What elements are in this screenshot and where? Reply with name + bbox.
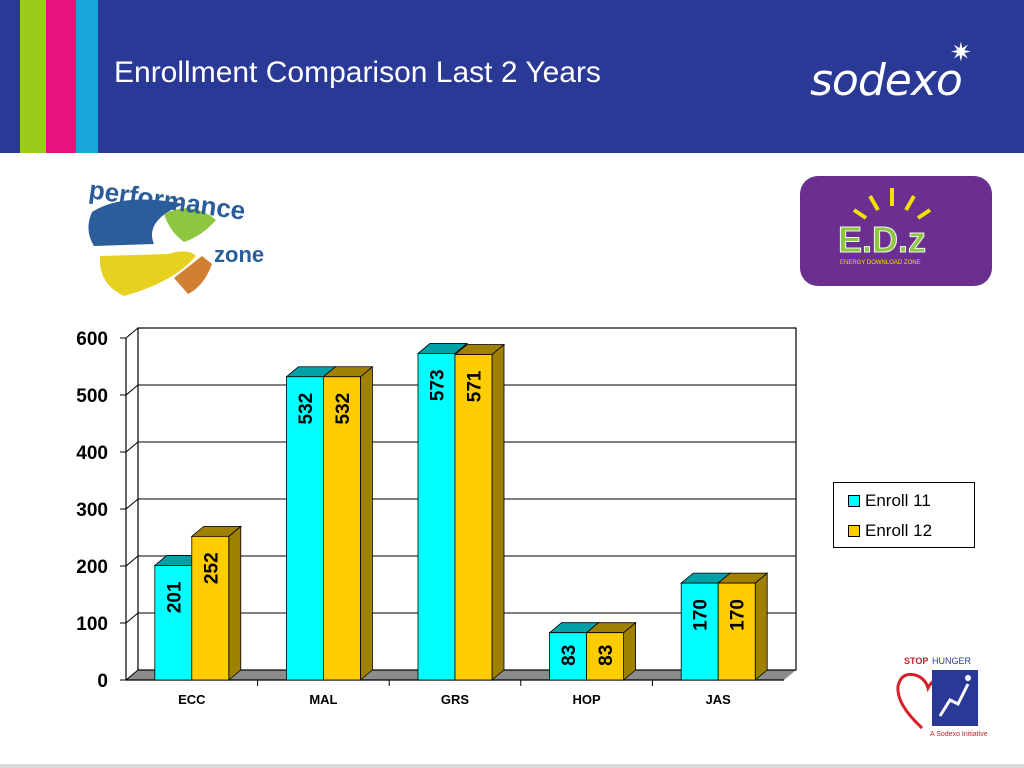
hunger-text: HUNGER: [932, 656, 972, 666]
x-tick-label: ECC: [178, 692, 206, 707]
y-tick-label: 300: [76, 500, 108, 521]
legend-item-enroll-12: Enroll 12: [848, 521, 932, 541]
x-tick-label: HOP: [573, 692, 602, 707]
y-tick-label: 400: [76, 443, 108, 464]
data-label: 573: [428, 369, 449, 401]
bar-ecc-1: [191, 535, 230, 681]
bar-hop-1: [586, 632, 624, 681]
data-label: 532: [333, 393, 354, 425]
gridline-depth-100: [125, 612, 139, 624]
data-label: 532: [296, 393, 317, 425]
bar-grs-0: [417, 352, 456, 681]
gridline-depth-300: [125, 498, 139, 510]
page-title: Enrollment Comparison Last 2 Years: [114, 56, 601, 89]
stripe-magenta: [46, 0, 76, 153]
bar-side: [754, 572, 768, 681]
stripe-cyan: [76, 0, 98, 153]
gridline-depth-200: [125, 555, 139, 567]
bar-ecc-0: [154, 565, 193, 681]
bar-jas-1: [717, 582, 756, 681]
x-tick-label: JAS: [706, 692, 732, 707]
sodexo-logo: sodexo: [810, 55, 963, 106]
sodexo-initiative-text: A Sodexo Initiative: [930, 731, 988, 738]
bar-mal-1: [322, 376, 361, 681]
performance-zone-logo: performance zone: [87, 174, 264, 296]
data-label: 252: [201, 552, 222, 584]
legend-label-enroll-12: Enroll 12: [865, 521, 933, 540]
bar-grs-1: [454, 354, 493, 681]
gridline-depth-500: [125, 384, 139, 396]
enrollment-bar-chart: 0 100 200 300 400 500 600 201 252 ECC 532 532 MAL 573…: [76, 327, 797, 707]
energy-download-zone-logo: E.D.z ENERGY DOWNLOAD ZONE: [800, 176, 992, 286]
y-tick-label: 600: [76, 329, 108, 350]
bar-jas-0: [680, 582, 719, 681]
y-tick-label: 200: [76, 557, 108, 578]
data-label: 170: [728, 599, 749, 631]
legend-swatch-enroll-11: [848, 495, 860, 507]
bar-mal-0: [285, 376, 324, 681]
y-tick-label: 500: [76, 386, 108, 407]
data-label: 201: [164, 581, 185, 613]
stop-text: STOP: [904, 656, 928, 666]
data-label: 83: [559, 645, 580, 666]
bottom-divider: [0, 764, 1024, 768]
legend-swatch-enroll-12: [848, 525, 860, 537]
stripe-lime: [20, 0, 46, 153]
data-label: 83: [596, 645, 617, 666]
bar-side: [491, 343, 505, 681]
data-label: 571: [465, 370, 486, 402]
bar-side: [228, 525, 242, 681]
y-tick-label: 100: [76, 614, 108, 635]
y-tick-label: 0: [97, 671, 108, 692]
chart-legend: Enroll 11 Enroll 12: [833, 482, 975, 548]
gridline-depth-0: [125, 669, 139, 681]
edz-main-text: E.D.z: [838, 219, 926, 260]
zone-text: zone: [214, 242, 264, 267]
legend-label-enroll-11: Enroll 11: [865, 491, 931, 510]
x-tick-label: GRS: [441, 692, 470, 707]
gridline-depth-600: [125, 327, 139, 339]
legend-item-enroll-11: Enroll 11: [848, 491, 931, 511]
sodexo-star-icon: ✷: [950, 38, 972, 68]
gridline-depth-400: [125, 441, 139, 453]
x-tick-label: MAL: [309, 692, 337, 707]
edz-sub-text: ENERGY DOWNLOAD ZONE: [840, 260, 921, 266]
bar-hop-0: [549, 632, 588, 681]
slide-header: Enrollment Comparison Last 2 Years sodex…: [0, 0, 1024, 153]
bar-side: [359, 365, 373, 681]
stop-hunger-logo: STOP HUNGER A Sodexo Initiative: [896, 656, 988, 738]
data-label: 170: [691, 599, 712, 631]
